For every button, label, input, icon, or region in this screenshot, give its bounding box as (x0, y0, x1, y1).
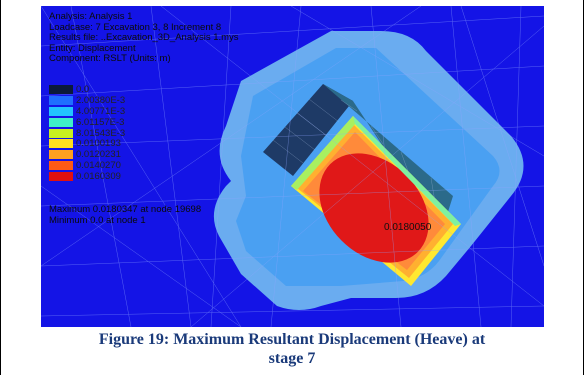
legend-swatch (49, 95, 73, 105)
legend-label: 4.00771E-3 (76, 105, 126, 117)
legend-label: 0.0100193 (76, 138, 121, 150)
entity-line: Entity: Displacement (49, 42, 136, 54)
maximum-line: Maximum 0.0180347 at node 19698 (49, 204, 202, 215)
legend-row: 6.01157E-3 (49, 117, 125, 128)
legend-label: 0.0140270 (76, 160, 121, 172)
legend-swatch (49, 150, 73, 160)
extrema-info: Maximum 0.0180347 at node 19698 Minimum … (49, 204, 202, 226)
analysis-info: Analysis: Analysis 1 Loadcase: 7 Excavat… (49, 11, 239, 65)
legend-row: 0.0 (49, 84, 125, 95)
legend-swatch (49, 84, 73, 94)
legend-row: 4.00771E-3 (49, 106, 125, 117)
legend-label: 2.00380E-3 (76, 94, 126, 106)
legend-swatch (49, 172, 73, 182)
fe-contour-viewport[interactable]: Analysis: Analysis 1 Loadcase: 7 Excavat… (41, 6, 544, 327)
contour-plot (41, 6, 544, 327)
analysis-line: Analysis: Analysis 1 (49, 11, 133, 22)
peak-value-label: 0.0180050 (384, 222, 432, 233)
legend-row: 0.0160309 (49, 171, 125, 182)
fe-mesh (41, 6, 544, 327)
legend-label: 6.01157E-3 (76, 116, 125, 128)
component-line: Component: RSLT (Units: m) (49, 53, 171, 65)
legend-row: 0.0140270 (49, 160, 125, 171)
legend-label: 8.01543E-3 (76, 127, 126, 139)
legend-row: 2.00380E-3 (49, 95, 125, 106)
minimum-line: Minimum 0.0 at node 1 (49, 214, 146, 226)
legend-label: 0.0160309 (76, 171, 121, 183)
legend-label: 0.0 (76, 83, 90, 95)
caption-line-2: stage 7 (268, 350, 316, 367)
caption-line-1: Figure 19: Maximum Resultant Displacemen… (98, 331, 486, 348)
legend-row: 8.01543E-3 (49, 128, 125, 139)
legend-swatch (49, 117, 73, 127)
wall-mesh (272, 98, 436, 203)
results-file-line: Results file: ..Excavation_3D_Analysis 1… (49, 32, 239, 44)
legend-swatch (49, 139, 73, 149)
legend-swatch (49, 128, 73, 138)
legend-row: 0.0100193 (49, 138, 125, 149)
excavation-base (291, 116, 461, 286)
figure-caption: Figure 19: Maximum Resultant Displacemen… (1, 330, 583, 368)
legend-label: 0.0120231 (76, 149, 121, 161)
legend-swatch (49, 106, 73, 116)
loadcase-line: Loadcase: 7 Excavation 3, 8 Increment 8 (49, 21, 222, 33)
legend-swatch (49, 161, 73, 171)
legend-row: 0.0120231 (49, 149, 125, 160)
contour-legend: 0.0 2.00380E-3 4.00771E-3 6.01157E-3 8.01543… (49, 84, 125, 182)
